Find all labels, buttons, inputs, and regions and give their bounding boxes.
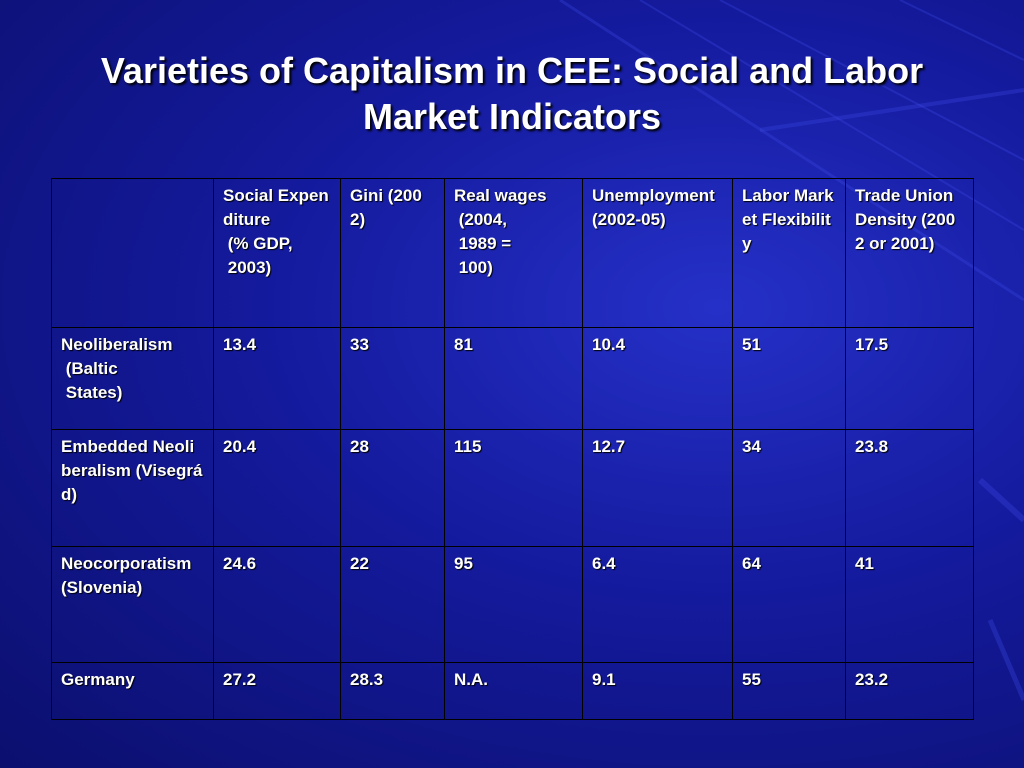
table-cell: 51	[732, 327, 846, 430]
indicators-table: Social Expenditure (% GDP, 2003) Gini (2…	[51, 178, 974, 720]
header-cell-real-wages: Real wages (2004, 1989 = 100)	[444, 178, 583, 328]
table-cell: 64	[732, 546, 846, 663]
slide-title: Varieties of Capitalism in CEE: Social a…	[100, 50, 924, 137]
table-row: Germany 27.2 28.3 N.A. 9.1 55 23.2	[51, 662, 974, 720]
table-cell: 17.5	[845, 327, 974, 430]
header-cell-social-expenditure: Social Expenditure (% GDP, 2003)	[213, 178, 341, 328]
header-cell-labor-market-flexibility: Labor Market Flexibility	[732, 178, 846, 328]
table-cell: 20.4	[213, 429, 341, 547]
table-cell: 12.7	[582, 429, 733, 547]
header-cell-gini: Gini (2002)	[340, 178, 445, 328]
header-cell-trade-union-density: Trade Union Density (2002 or 2001)	[845, 178, 974, 328]
table-cell: 81	[444, 327, 583, 430]
table-cell: 24.6	[213, 546, 341, 663]
header-cell-unemployment: Unemployment (2002-05)	[582, 178, 733, 328]
table-cell: 9.1	[582, 662, 733, 720]
table-cell: 27.2	[213, 662, 341, 720]
table-cell: 10.4	[582, 327, 733, 430]
table-cell: 115	[444, 429, 583, 547]
row-label-cell: Embedded Neoliberalism (Visegrád)	[51, 429, 214, 547]
table-cell: 34	[732, 429, 846, 547]
header-cell-empty	[51, 178, 214, 328]
table-row: Neocorporatism (Slovenia) 24.6 22 95 6.4…	[51, 546, 974, 663]
table-cell: N.A.	[444, 662, 583, 720]
table-row: Embedded Neoliberalism (Visegrád) 20.4 2…	[51, 429, 974, 547]
table-cell: 95	[444, 546, 583, 663]
row-label-cell: Germany	[51, 662, 214, 720]
table-header-row: Social Expenditure (% GDP, 2003) Gini (2…	[51, 178, 974, 328]
row-label-cell: Neoliberalism (Baltic States)	[51, 327, 214, 430]
table-cell: 55	[732, 662, 846, 720]
row-label-cell: Neocorporatism (Slovenia)	[51, 546, 214, 663]
table-cell: 13.4	[213, 327, 341, 430]
table-cell: 41	[845, 546, 974, 663]
table-cell: 22	[340, 546, 445, 663]
table-cell: 33	[340, 327, 445, 430]
table-cell: 23.8	[845, 429, 974, 547]
table-cell: 23.2	[845, 662, 974, 720]
table-cell: 6.4	[582, 546, 733, 663]
table-cell: 28	[340, 429, 445, 547]
table-cell: 28.3	[340, 662, 445, 720]
table-row: Neoliberalism (Baltic States) 13.4 33 81…	[51, 327, 974, 430]
